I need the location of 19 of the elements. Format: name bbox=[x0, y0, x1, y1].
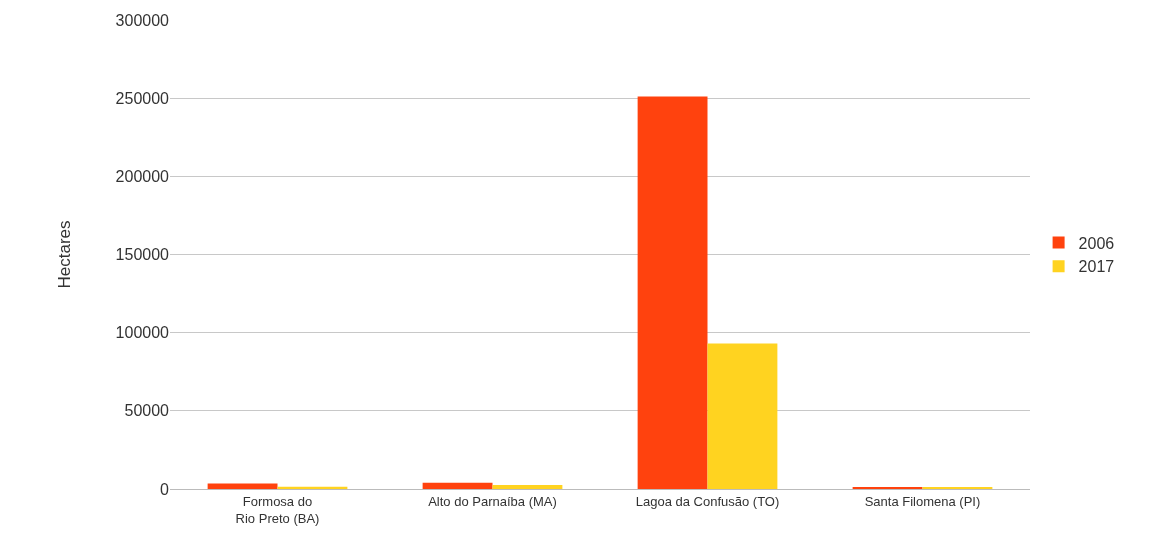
x-tick-label: Formosa do Rio Preto (BA) bbox=[235, 493, 320, 526]
y-tick-label: 0 bbox=[160, 480, 170, 498]
y-tick-label: 200000 bbox=[115, 167, 170, 185]
bar bbox=[207, 483, 278, 489]
legend-label: 2006 bbox=[1078, 234, 1115, 252]
y-axis-title: Hectares bbox=[55, 220, 75, 289]
bar bbox=[492, 485, 563, 489]
bar bbox=[637, 96, 708, 489]
x-tick-label: Alto do Parnaíba (MA) bbox=[428, 493, 557, 509]
y-tick-label: 100000 bbox=[115, 324, 170, 342]
y-tick-label: 250000 bbox=[115, 89, 170, 107]
bar bbox=[707, 343, 778, 489]
y-tick-label: 50000 bbox=[124, 402, 170, 420]
y-tick-label: 150000 bbox=[115, 246, 170, 264]
legend-label: 2017 bbox=[1078, 258, 1115, 276]
bar bbox=[422, 482, 493, 489]
x-tick-label: Lagoa da Confusão (TO) bbox=[635, 493, 780, 509]
x-tick-label: Santa Filomena (PI) bbox=[864, 493, 981, 509]
y-tick-label: 300000 bbox=[115, 11, 170, 29]
